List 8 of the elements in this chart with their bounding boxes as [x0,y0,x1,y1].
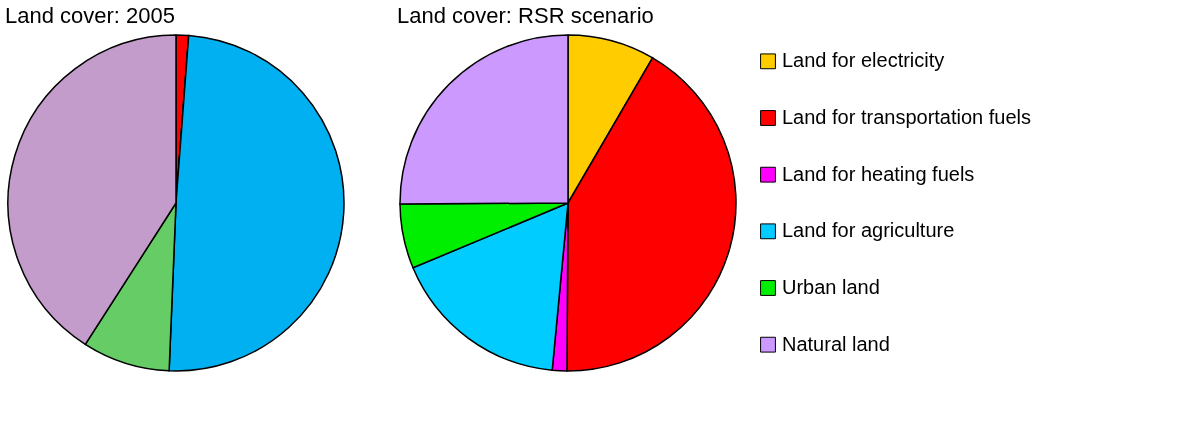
legend-label: Land for agriculture [782,219,955,242]
chart-title: Land cover: RSR scenario [397,3,654,28]
legend-label: Land for transportation fuels [782,106,1032,128]
legend-label: Land for electricity [782,49,945,72]
chart-title: Land cover: 2005 [5,3,176,28]
legend-label: Natural land [782,332,890,355]
legend-label: Land for heating fuels [782,162,975,185]
legend-label: Urban land [782,276,880,298]
